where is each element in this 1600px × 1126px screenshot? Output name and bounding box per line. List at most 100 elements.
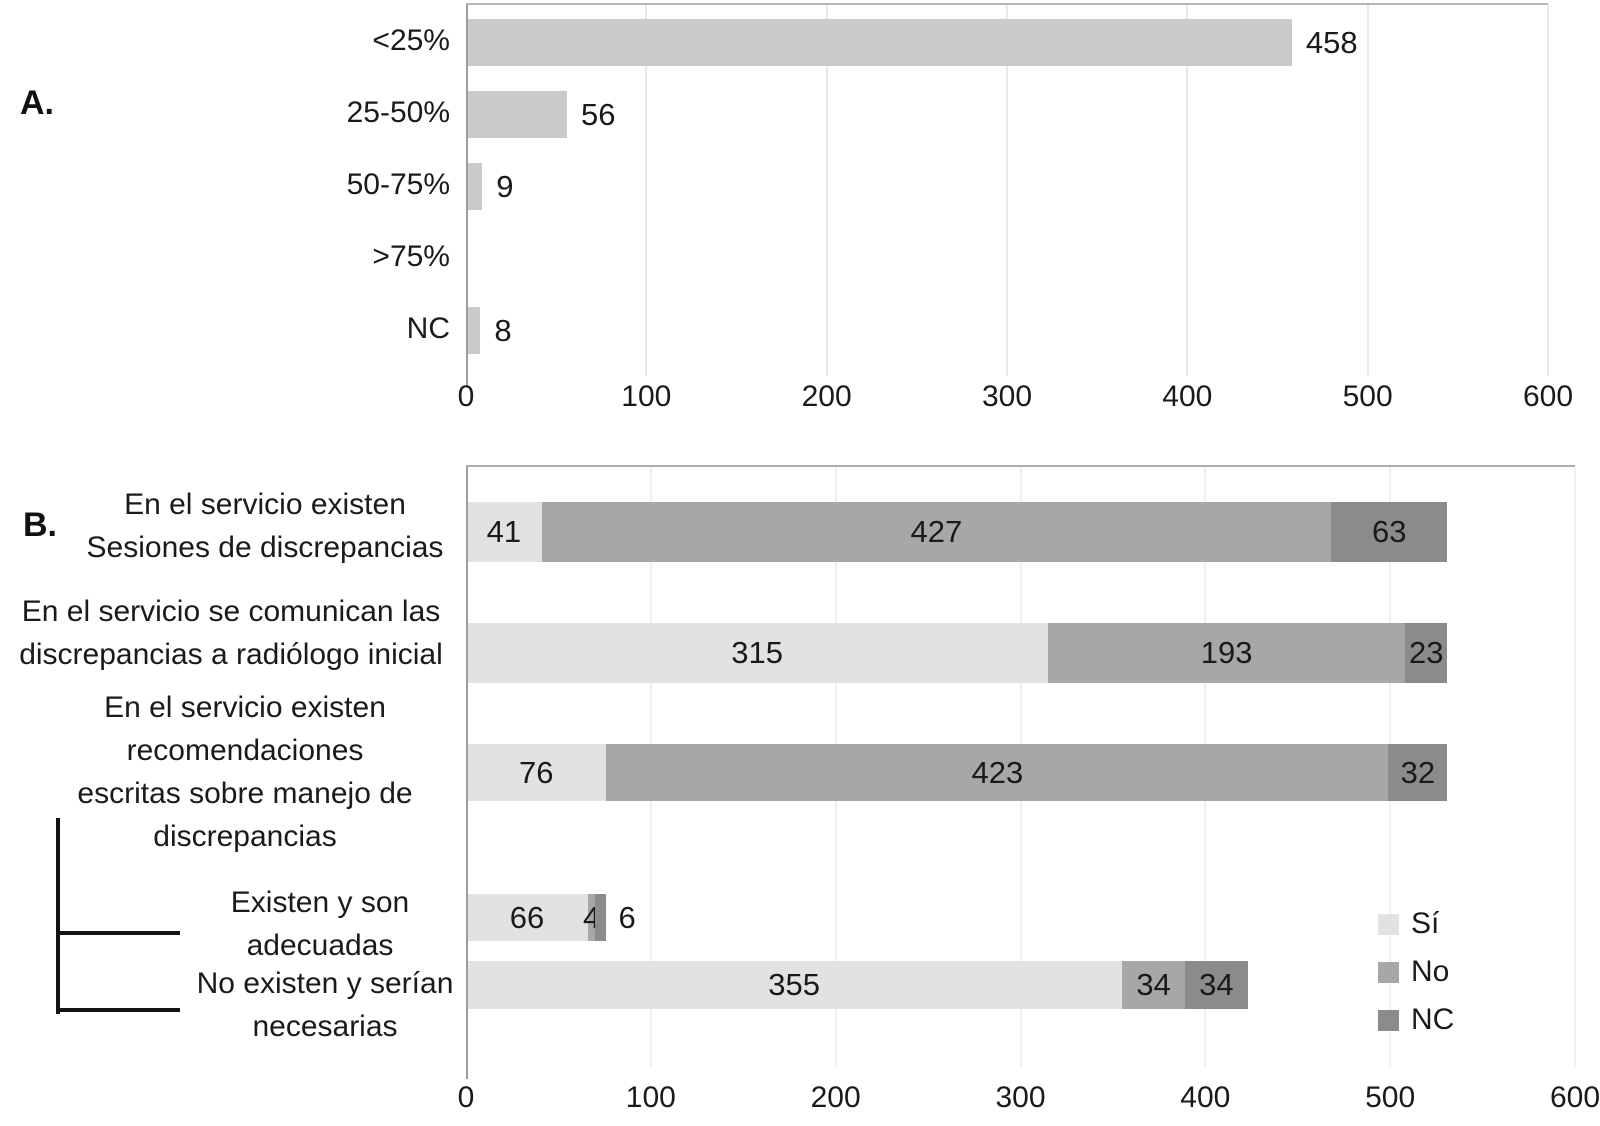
bar-segment — [466, 744, 607, 801]
gridline — [1574, 467, 1576, 1067]
y-axis-line — [466, 467, 468, 1079]
category-label: >75% — [372, 239, 450, 273]
category-label: NC — [406, 311, 450, 345]
legend-swatch-no — [1378, 961, 1399, 983]
category-label: En el servicio existen recomendaciones esc… — [30, 686, 460, 858]
value-label: 32 — [1400, 754, 1436, 790]
category-label: En el servicio existen Sesiones de discre… — [80, 483, 450, 569]
category-label-line: recomendaciones — [126, 734, 364, 767]
value-label: 34 — [1199, 967, 1234, 1002]
bar — [466, 91, 567, 138]
legend-item-no: No — [1378, 948, 1454, 996]
category-label: No existen y serían necesarias — [190, 962, 460, 1048]
category-label: 50-75% — [346, 167, 450, 201]
category-label-line: Sesiones de discrepancias — [86, 531, 444, 564]
legend-label-si: Sí — [1411, 907, 1440, 940]
bar-segment — [541, 502, 1332, 562]
gridline — [645, 5, 648, 376]
bar-segment — [587, 894, 596, 941]
x-tick-label: 0 — [457, 1081, 475, 1114]
value-label: 427 — [910, 514, 963, 549]
x-tick-label: 600 — [1549, 1081, 1600, 1114]
x-tick-label: 600 — [1522, 380, 1574, 413]
x-tick-label: 0 — [457, 380, 475, 413]
bar-segment — [1404, 623, 1448, 683]
value-label: 9 — [496, 168, 514, 204]
bracket-line-vertical — [56, 818, 60, 1014]
legend-item-si: Sí — [1378, 900, 1454, 948]
value-label: 355 — [768, 967, 820, 1002]
category-label-line: necesarias — [252, 1010, 398, 1043]
gridline — [1547, 5, 1549, 376]
x-tick-label: 100 — [625, 1081, 676, 1114]
x-tick-label: 300 — [981, 380, 1033, 413]
value-label: 23 — [1408, 635, 1444, 670]
bar-segment — [1185, 961, 1248, 1009]
panel-a-label: A. — [20, 84, 54, 122]
legend-label-nc: NC — [1411, 1003, 1455, 1036]
value-label: 41 — [486, 514, 522, 549]
bracket-line-branch-2 — [56, 1008, 180, 1012]
bar-segment — [595, 894, 607, 941]
value-label: 423 — [971, 754, 1024, 790]
y-axis-line — [466, 5, 468, 386]
category-label-line: En el servicio existen — [124, 488, 406, 521]
value-label: 63 — [1371, 514, 1407, 549]
category-label-line: escritas sobre manejo de — [77, 777, 413, 810]
x-tick-label: 200 — [810, 1081, 861, 1114]
category-label-line: Existen y son — [230, 886, 410, 919]
legend: Sí No NC — [1378, 900, 1454, 1044]
x-tick-label: 200 — [801, 380, 852, 413]
gridline — [1366, 5, 1369, 376]
panel-b-label: B. — [23, 506, 57, 544]
x-tick-label: 100 — [621, 380, 672, 413]
gridline — [1006, 5, 1008, 376]
bar-segment — [466, 894, 588, 941]
x-tick-label: 300 — [995, 1081, 1046, 1114]
bar-segment — [466, 502, 542, 562]
value-label: 76 — [518, 754, 554, 790]
bar — [466, 19, 1292, 66]
category-label-line: En el servicio existen — [104, 691, 386, 724]
category-label-line: discrepancias a radiólogo inicial — [19, 638, 443, 671]
value-label: 6 — [618, 899, 636, 935]
value-label: 8 — [494, 312, 512, 348]
x-tick-label: 500 — [1365, 1081, 1416, 1114]
value-label: 66 — [509, 899, 545, 935]
category-label: Existen y son adecuadas — [180, 881, 460, 967]
legend-swatch-si — [1378, 913, 1399, 935]
category-label: 25-50% — [346, 95, 450, 129]
category-label: En el servicio se comunican las discrepan… — [0, 590, 462, 676]
bracket-line-branch-1 — [56, 931, 180, 935]
value-label: 34 — [1136, 967, 1171, 1002]
bar-segment — [606, 744, 1389, 801]
gridline — [825, 5, 828, 376]
legend-item-nc: NC — [1378, 996, 1454, 1044]
value-label: 193 — [1200, 635, 1253, 670]
bar — [466, 163, 483, 210]
x-tick-label: 500 — [1342, 380, 1393, 413]
bar-segment — [1331, 502, 1448, 562]
bar-segment — [466, 961, 1123, 1009]
panel-b-plot: 41 427 63 315 193 23 76 423 32 66 4 6 355 34 34 — [466, 465, 1576, 1079]
bar-segment — [1048, 623, 1405, 683]
category-label-line: discrepancias — [153, 820, 337, 853]
bar — [466, 307, 481, 354]
category-label-line: adecuadas — [246, 929, 394, 962]
x-tick-label: 400 — [1180, 1081, 1231, 1114]
legend-label-no: No — [1411, 955, 1450, 988]
category-label-line: No existen y serían — [196, 967, 454, 1000]
bar-segment — [466, 623, 1049, 683]
bar-segment — [1388, 744, 1448, 801]
gridline — [1186, 5, 1189, 376]
category-label: <25% — [372, 23, 450, 57]
value-label: 56 — [580, 96, 616, 132]
value-label: 458 — [1305, 24, 1358, 60]
value-label: 315 — [731, 635, 783, 670]
legend-swatch-nc — [1378, 1009, 1399, 1031]
category-label-line: En el servicio se comunican las — [21, 595, 441, 628]
panel-a-plot: 458 56 9 8 — [466, 3, 1549, 386]
bar-segment — [1122, 961, 1185, 1009]
x-tick-label: 400 — [1162, 380, 1213, 413]
